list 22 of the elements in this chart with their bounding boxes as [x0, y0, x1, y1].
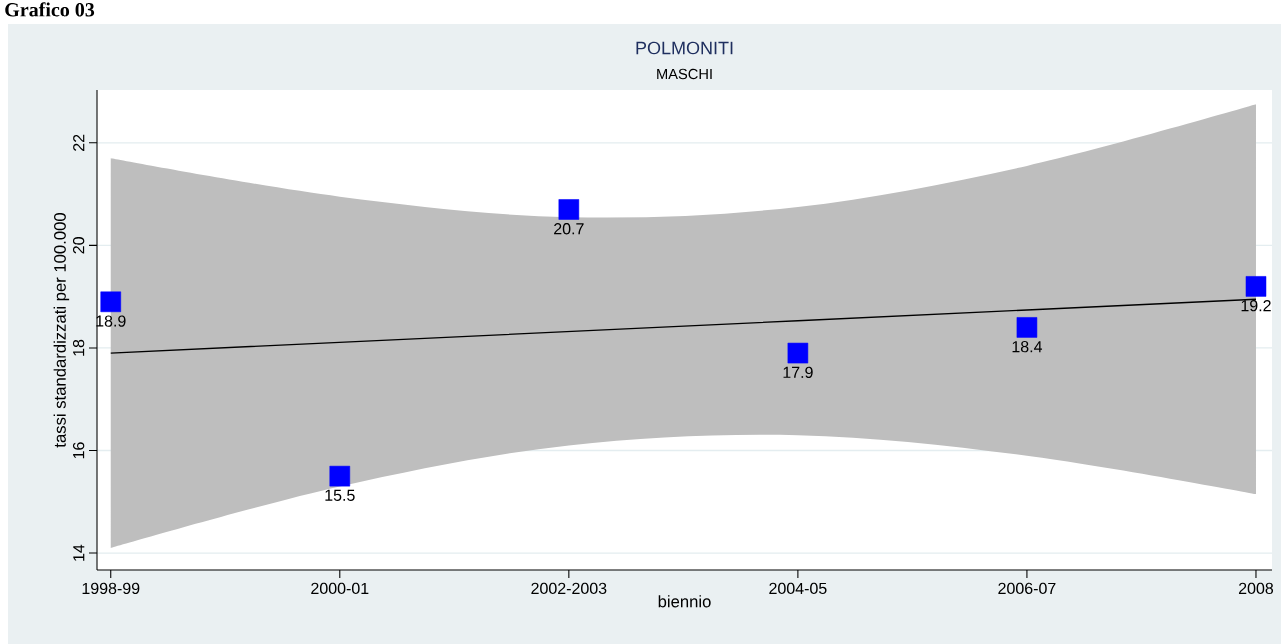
y-tick-label: 16	[72, 442, 85, 459]
data-label: 17.9	[783, 366, 813, 378]
y-tick-label: 20	[72, 237, 85, 254]
x-axis-title: biennio	[658, 595, 711, 608]
x-tick-label: 2000-01	[311, 582, 369, 595]
y-tick-label: 18	[72, 339, 85, 356]
data-label: 18.9	[96, 315, 126, 327]
data-label: 19.2	[1241, 300, 1271, 312]
data-label: 18.4	[1012, 341, 1043, 353]
x-tick-label: 2004-05	[769, 582, 827, 595]
x-tick-label: 1998-99	[82, 582, 140, 595]
text: Grafico 03	[5, 2, 95, 17]
x-tick-label: 2002-2003	[531, 582, 607, 595]
data-label: 20.7	[554, 223, 584, 235]
y-axis-title: tassi standardizzati per 100.000	[53, 213, 70, 448]
x-tick-label: 2006-07	[998, 582, 1056, 595]
y-tick-label: 22	[73, 134, 85, 151]
chart-title: POLMONITI	[636, 41, 733, 55]
y-tick-label: 14	[73, 544, 85, 561]
data-label: 15.5	[325, 489, 355, 501]
chart-subtitle: MASCHI	[657, 68, 712, 80]
x-tick-label: 2008	[1238, 582, 1274, 595]
